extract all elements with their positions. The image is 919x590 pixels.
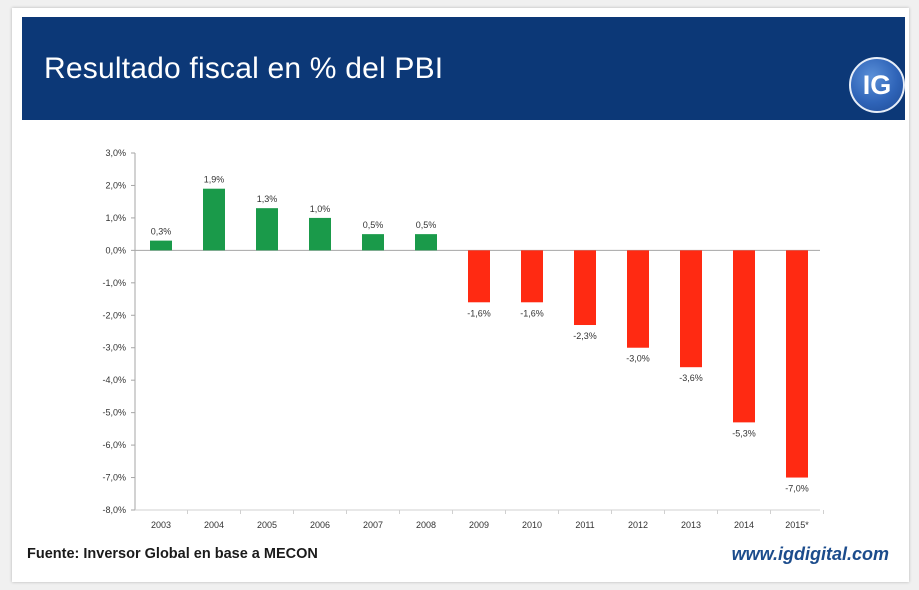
data-label: 0,5% (416, 220, 437, 230)
x-tick-label: 2012 (628, 520, 648, 530)
bar-2003 (150, 240, 172, 251)
title-banner: Resultado fiscal en % del PBI IG (22, 17, 905, 120)
y-tick-label: 0,0% (105, 245, 126, 255)
data-label: 0,5% (363, 220, 384, 230)
y-tick-label: -8,0% (102, 505, 126, 515)
x-tick-label: 2015* (785, 520, 809, 530)
x-tick-label: 2005 (257, 520, 277, 530)
y-tick-label: -6,0% (102, 440, 126, 450)
x-tick-label: 2013 (681, 520, 701, 530)
y-tick-label: -1,0% (102, 278, 126, 288)
data-label: -1,6% (520, 308, 544, 318)
bar-chart: 3,0% 2,0% 1,0% 0,0% -1,0% -2,0% -3,0% -4,0% -5,0… (102, 148, 824, 530)
y-tick-label: 1,0% (105, 213, 126, 223)
bar-2006 (309, 217, 331, 251)
bar-2008 (415, 234, 437, 251)
data-label: -2,3% (573, 331, 597, 341)
x-tick-label: 2014 (734, 520, 754, 530)
ig-logo: IG (849, 57, 905, 113)
x-tick-label: 2007 (363, 520, 383, 530)
data-label: -3,6% (679, 373, 703, 383)
bar-2009 (468, 250, 490, 303)
x-tick-label: 2008 (416, 520, 436, 530)
x-tick-label: 2010 (522, 520, 542, 530)
x-tick-label: 2009 (469, 520, 489, 530)
source-note: Fuente: Inversor Global en base a MECON (27, 546, 318, 562)
data-label: 1,3% (257, 194, 278, 204)
y-tick-label: -5,0% (102, 408, 126, 418)
bar-2011 (574, 250, 596, 326)
x-tick-label: 2006 (310, 520, 330, 530)
x-tick-label: 2011 (575, 520, 594, 530)
data-label: 1,0% (310, 204, 331, 214)
bar-2004 (203, 188, 225, 251)
bar-2015* (786, 250, 808, 478)
y-tick-label: -2,0% (102, 310, 126, 320)
data-label: -3,0% (626, 354, 650, 364)
website-url[interactable]: www.igdigital.com (731, 544, 889, 564)
logo-text: IG (862, 69, 892, 100)
y-tick-label: -3,0% (102, 343, 126, 353)
data-label: 1,9% (204, 175, 225, 185)
bar-2005 (256, 208, 278, 251)
data-label: -5,3% (732, 428, 756, 438)
page-title: Resultado fiscal en % del PBI (44, 52, 444, 85)
bar-2014 (733, 250, 755, 423)
data-label: -1,6% (467, 308, 491, 318)
x-tick-label: 2003 (151, 520, 171, 530)
y-tick-label: -4,0% (102, 375, 126, 385)
x-tick-label: 2004 (204, 520, 224, 530)
bar-2010 (521, 250, 543, 303)
y-tick-label: 2,0% (105, 180, 126, 190)
bar-2013 (680, 250, 702, 368)
bar-2012 (627, 250, 649, 348)
y-tick-label: 3,0% (105, 148, 126, 158)
data-label: 0,3% (151, 227, 172, 237)
y-tick-label: -7,0% (102, 473, 126, 483)
data-label: -7,0% (785, 484, 809, 494)
bar-2007 (362, 234, 384, 251)
